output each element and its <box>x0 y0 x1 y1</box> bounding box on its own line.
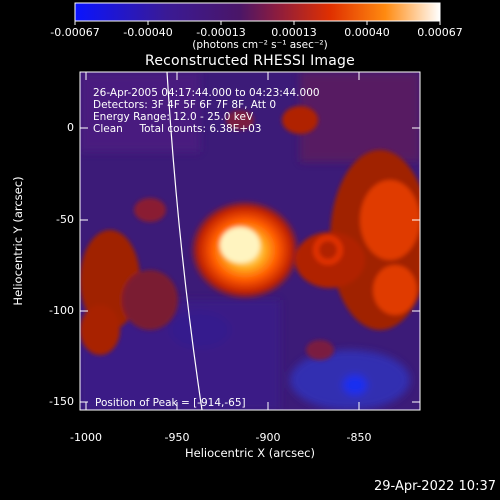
plot-frame <box>79 71 421 411</box>
colorbar-ticks <box>74 21 441 25</box>
colorbar-tick-1: -0.00067 <box>50 26 100 39</box>
solar-limb-line <box>166 72 203 410</box>
info-time: 26-Apr-2005 04:17:44.000 to 04:23:44.000 <box>93 87 320 99</box>
colorbar-tick-2: -0.00040 <box>123 26 173 39</box>
x-tick-label: -900 <box>255 431 281 444</box>
x-axis-ticks <box>85 72 360 410</box>
peak-position-label: Position of Peak = [-914,-65] <box>95 397 246 409</box>
x-tick-label: -950 <box>164 431 190 444</box>
colorbar-tick-5: 0.00040 <box>344 26 390 39</box>
x-tick-label: -1000 <box>70 431 102 444</box>
colorbar-unit-label: (photons cm⁻² s⁻¹ asec⁻²) <box>192 39 328 51</box>
y-tick-label: -50 <box>56 213 74 226</box>
info-clean: Clean Total counts: 6.38E+03 <box>93 123 262 135</box>
x-tick-label: -850 <box>346 431 372 444</box>
info-detectors: Detectors: 3F 4F 5F 6F 7F 8F, Att 0 <box>93 99 277 111</box>
colorbar-frame <box>74 2 441 22</box>
y-axis-ticks <box>80 127 420 403</box>
colorbar-tick-6: 0.00067 <box>417 26 463 39</box>
y-tick-label: -100 <box>49 304 74 317</box>
y-tick-label: -150 <box>49 395 74 408</box>
footer-timestamp: 29-Apr-2022 10:37 <box>374 479 496 494</box>
y-tick-label: 0 <box>67 121 74 134</box>
colorbar <box>75 3 440 21</box>
y-axis-label: Heliocentric Y (arcsec) <box>11 176 25 306</box>
colorbar-tick-4: 0.00013 <box>271 26 317 39</box>
rhessi-image <box>80 72 420 410</box>
colorbar-tick-3: -0.00013 <box>196 26 246 39</box>
plot-title: Reconstructed RHESSI Image <box>145 53 355 69</box>
x-axis-label: Heliocentric X (arcsec) <box>185 446 315 460</box>
info-energy: Energy Range: 12.0 - 25.0 keV <box>93 111 254 123</box>
